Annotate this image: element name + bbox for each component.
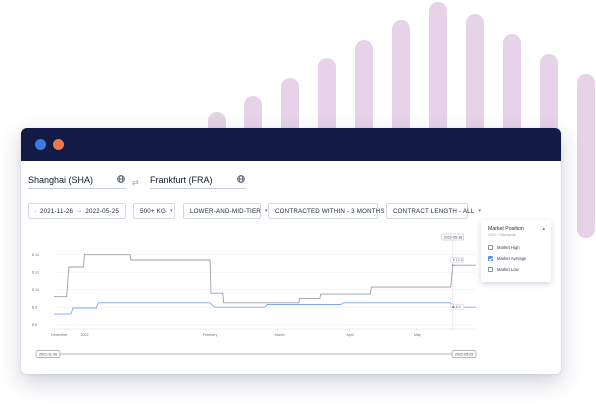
swap-arrows-icon[interactable]: ⇄ bbox=[132, 178, 139, 187]
contract-value: CONTRACTED WITHIN - 3 MONTHS bbox=[275, 207, 385, 215]
chevron-down-icon: ▾ bbox=[478, 208, 482, 214]
contract-length-value: CONTRACT LENGTH - ALL bbox=[393, 207, 475, 215]
market-low-label: Market Low bbox=[497, 267, 519, 272]
date-to: 2022-05-25 bbox=[85, 207, 119, 215]
market-high-toggle[interactable]: Market High bbox=[488, 244, 520, 251]
market-low-toggle[interactable]: Market Low bbox=[488, 266, 519, 273]
market-position-panel: Market Position 2021 • Standards ▴ Marke… bbox=[481, 220, 551, 282]
hover-value-box bbox=[450, 257, 464, 263]
range-end-label: 2022-05-25 bbox=[455, 352, 473, 356]
market-average-label: Market Average bbox=[497, 256, 527, 261]
hover-point-high bbox=[451, 264, 454, 267]
market-high-label: Market High bbox=[497, 245, 520, 250]
market-position-subtitle: 2021 • Standards bbox=[488, 233, 516, 237]
checkbox-market-high[interactable] bbox=[488, 245, 493, 250]
date-range-picker[interactable]: 2021-11-26 → 2022-05-25 bbox=[28, 203, 126, 219]
x-tick-label: 2022 bbox=[81, 333, 89, 337]
range-start-label: 2021-11-26 bbox=[39, 352, 57, 356]
tier-dropdown[interactable]: LOWER-AND-MID-TIER ▾ bbox=[183, 203, 268, 219]
origin-field[interactable]: Shanghai (SHA) bbox=[28, 171, 126, 189]
market-average-toggle[interactable]: Market Average bbox=[488, 255, 526, 262]
y-tick-label: $ 6 bbox=[32, 323, 37, 327]
y-tick-label: $ 8 bbox=[32, 305, 37, 309]
window-dot-orange-icon[interactable] bbox=[53, 139, 64, 150]
y-tick-label: $ 12 bbox=[32, 271, 39, 275]
chevron-down-icon: ▾ bbox=[264, 208, 268, 214]
rate-history-chart: $ 14 $ 12 $ 10 $ 8 $ 6 December 2022 February Ma… bbox=[32, 233, 477, 358]
checkbox-market-average[interactable] bbox=[488, 256, 493, 261]
tier-value: LOWER-AND-MID-TIER bbox=[190, 207, 261, 215]
arrow-right-icon: → bbox=[76, 208, 83, 214]
market-position-title: Market Position bbox=[488, 226, 524, 232]
destination-value: Frankfurt (FRA) bbox=[150, 175, 213, 185]
chevron-up-icon[interactable]: ▴ bbox=[542, 226, 545, 232]
checkbox-market-low[interactable] bbox=[488, 267, 493, 272]
contract-dropdown[interactable]: CONTRACTED WITHIN - 3 MONTHS ▾ bbox=[268, 203, 391, 219]
volume-value: 500+ KG bbox=[140, 207, 166, 215]
x-tick-label: April bbox=[346, 333, 353, 337]
x-tick-label: February bbox=[203, 333, 218, 337]
globe-icon[interactable] bbox=[237, 175, 245, 183]
background-bar bbox=[577, 74, 595, 238]
date-from: 2021-11-26 bbox=[39, 207, 74, 215]
destination-field[interactable]: Frankfurt (FRA) bbox=[150, 171, 246, 189]
contract-length-dropdown[interactable]: CONTRACT LENGTH - ALL ▾ bbox=[386, 203, 481, 219]
hover-point-average bbox=[451, 306, 454, 309]
series-line-market-average bbox=[54, 302, 476, 315]
x-tick-label: May bbox=[414, 333, 421, 337]
x-tick-label: December bbox=[51, 333, 68, 337]
hover-date-label: 2022-05-18 bbox=[444, 235, 462, 239]
calendar-icon bbox=[35, 210, 36, 212]
range-end-handle[interactable] bbox=[451, 350, 477, 358]
chevron-down-icon: ▾ bbox=[170, 208, 173, 214]
origin-value: Shanghai (SHA) bbox=[28, 175, 94, 185]
hover-value-label: $ 8.0 bbox=[453, 305, 461, 309]
window-dot-blue-icon[interactable] bbox=[35, 139, 46, 150]
window-titlebar bbox=[21, 128, 561, 161]
globe-icon[interactable] bbox=[117, 175, 125, 183]
app-window: Shanghai (SHA) ⇄ Frankfurt (FRA) 2021-11… bbox=[21, 128, 561, 374]
hover-value-box bbox=[450, 303, 464, 310]
x-tick-label: March bbox=[275, 333, 285, 337]
hover-date-box bbox=[441, 233, 464, 241]
volume-dropdown[interactable]: 500+ KG ▾ bbox=[133, 203, 175, 219]
hover-value-label: $ 12.8 bbox=[453, 258, 463, 262]
y-tick-label: $ 10 bbox=[32, 288, 39, 292]
y-tick-label: $ 14 bbox=[32, 253, 39, 257]
series-line-market-high bbox=[54, 254, 476, 304]
range-start-handle[interactable] bbox=[35, 350, 61, 358]
